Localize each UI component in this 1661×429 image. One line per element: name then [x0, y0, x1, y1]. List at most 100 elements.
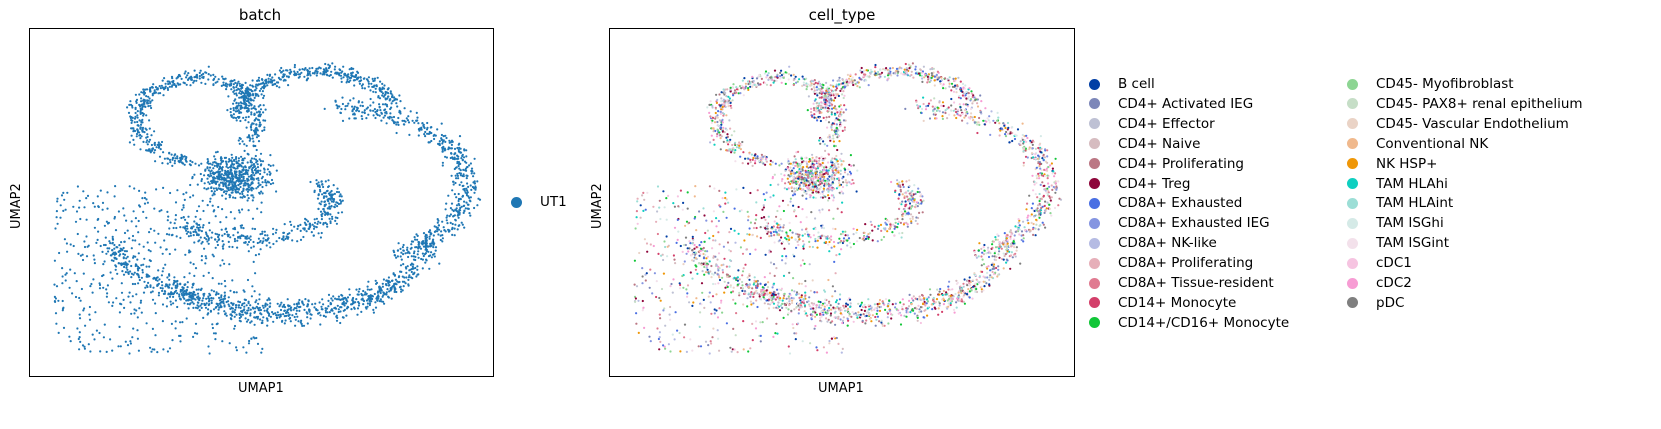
- data-point: [258, 89, 261, 92]
- data-point: [834, 144, 837, 148]
- data-point: [309, 180, 312, 184]
- data-point: [83, 240, 86, 243]
- data-point: [716, 132, 719, 136]
- data-point: [249, 235, 252, 238]
- data-point: [794, 75, 797, 78]
- data-point: [299, 229, 302, 232]
- data-point: [181, 321, 184, 324]
- data-point: [234, 110, 237, 113]
- data-point: [462, 156, 466, 159]
- data-point: [294, 318, 297, 321]
- data-point: [790, 174, 793, 177]
- data-point: [268, 312, 271, 316]
- data-point: [336, 107, 339, 110]
- data-point: [825, 188, 829, 191]
- data-point: [423, 133, 426, 136]
- data-point: [201, 226, 204, 229]
- data-point: [245, 320, 249, 323]
- data-point: [822, 177, 826, 180]
- data-point: [317, 220, 320, 223]
- data-point: [193, 332, 197, 335]
- data-point: [394, 254, 397, 257]
- data-point: [824, 184, 827, 187]
- data-point: [260, 201, 263, 204]
- data-point: [211, 253, 214, 256]
- data-point: [780, 162, 783, 165]
- data-point: [967, 92, 970, 95]
- data-point: [337, 72, 340, 75]
- data-point: [249, 308, 252, 311]
- data-point: [197, 205, 201, 208]
- data-point: [79, 340, 82, 343]
- data-point: [355, 109, 358, 112]
- data-point: [216, 150, 219, 153]
- data-point: [708, 103, 711, 106]
- data-point: [145, 141, 148, 144]
- data-point: [167, 286, 170, 289]
- data-point: [145, 114, 148, 117]
- data-point: [425, 239, 428, 242]
- data-point: [229, 168, 232, 171]
- data-point: [225, 192, 228, 195]
- data-point: [167, 157, 170, 160]
- data-point: [103, 224, 106, 227]
- data-point: [324, 309, 327, 312]
- data-point: [784, 82, 787, 85]
- data-point: [727, 143, 730, 146]
- data-point: [324, 221, 327, 224]
- data-point: [839, 169, 842, 172]
- data-point: [242, 184, 245, 187]
- data-point: [256, 315, 260, 318]
- data-point: [266, 168, 269, 171]
- data-point: [368, 299, 371, 302]
- data-point: [66, 250, 69, 253]
- data-point: [370, 288, 373, 291]
- data-point: [117, 210, 120, 213]
- data-point: [207, 300, 211, 303]
- data-point: [163, 239, 166, 242]
- data-point: [372, 90, 375, 93]
- data-point: [211, 326, 214, 330]
- data-point: [414, 258, 417, 262]
- data-point: [195, 231, 198, 234]
- data-point: [350, 74, 353, 77]
- data-point: [171, 84, 174, 87]
- data-point: [266, 324, 269, 327]
- data-point: [207, 187, 210, 190]
- data-point: [204, 306, 208, 309]
- data-point: [141, 121, 144, 124]
- data-point: [962, 92, 965, 95]
- data-point: [836, 111, 839, 114]
- data-point: [410, 246, 413, 249]
- data-point: [253, 323, 256, 326]
- data-point: [392, 272, 395, 275]
- data-point: [832, 171, 835, 174]
- data-point: [764, 82, 767, 85]
- data-point: [400, 258, 403, 261]
- data-point: [316, 185, 320, 188]
- data-point: [144, 286, 147, 289]
- data-point: [166, 210, 169, 213]
- data-point: [133, 308, 136, 311]
- data-point: [722, 140, 725, 143]
- data-point: [462, 184, 465, 187]
- data-point: [187, 230, 190, 233]
- data-point: [415, 246, 418, 249]
- data-point: [53, 259, 56, 262]
- data-point: [381, 103, 385, 106]
- data-point: [283, 309, 286, 312]
- data-point: [407, 283, 410, 286]
- data-point: [171, 233, 174, 236]
- data-point: [146, 149, 149, 152]
- data-point: [153, 348, 156, 351]
- data-point: [78, 336, 81, 339]
- data-point: [333, 312, 336, 315]
- data-point: [461, 153, 464, 156]
- data-point: [729, 101, 732, 104]
- data-point: [399, 264, 403, 267]
- data-point: [832, 137, 835, 140]
- data-point: [832, 140, 835, 143]
- data-point: [360, 115, 363, 118]
- data-point: [764, 70, 768, 73]
- data-point: [227, 171, 230, 174]
